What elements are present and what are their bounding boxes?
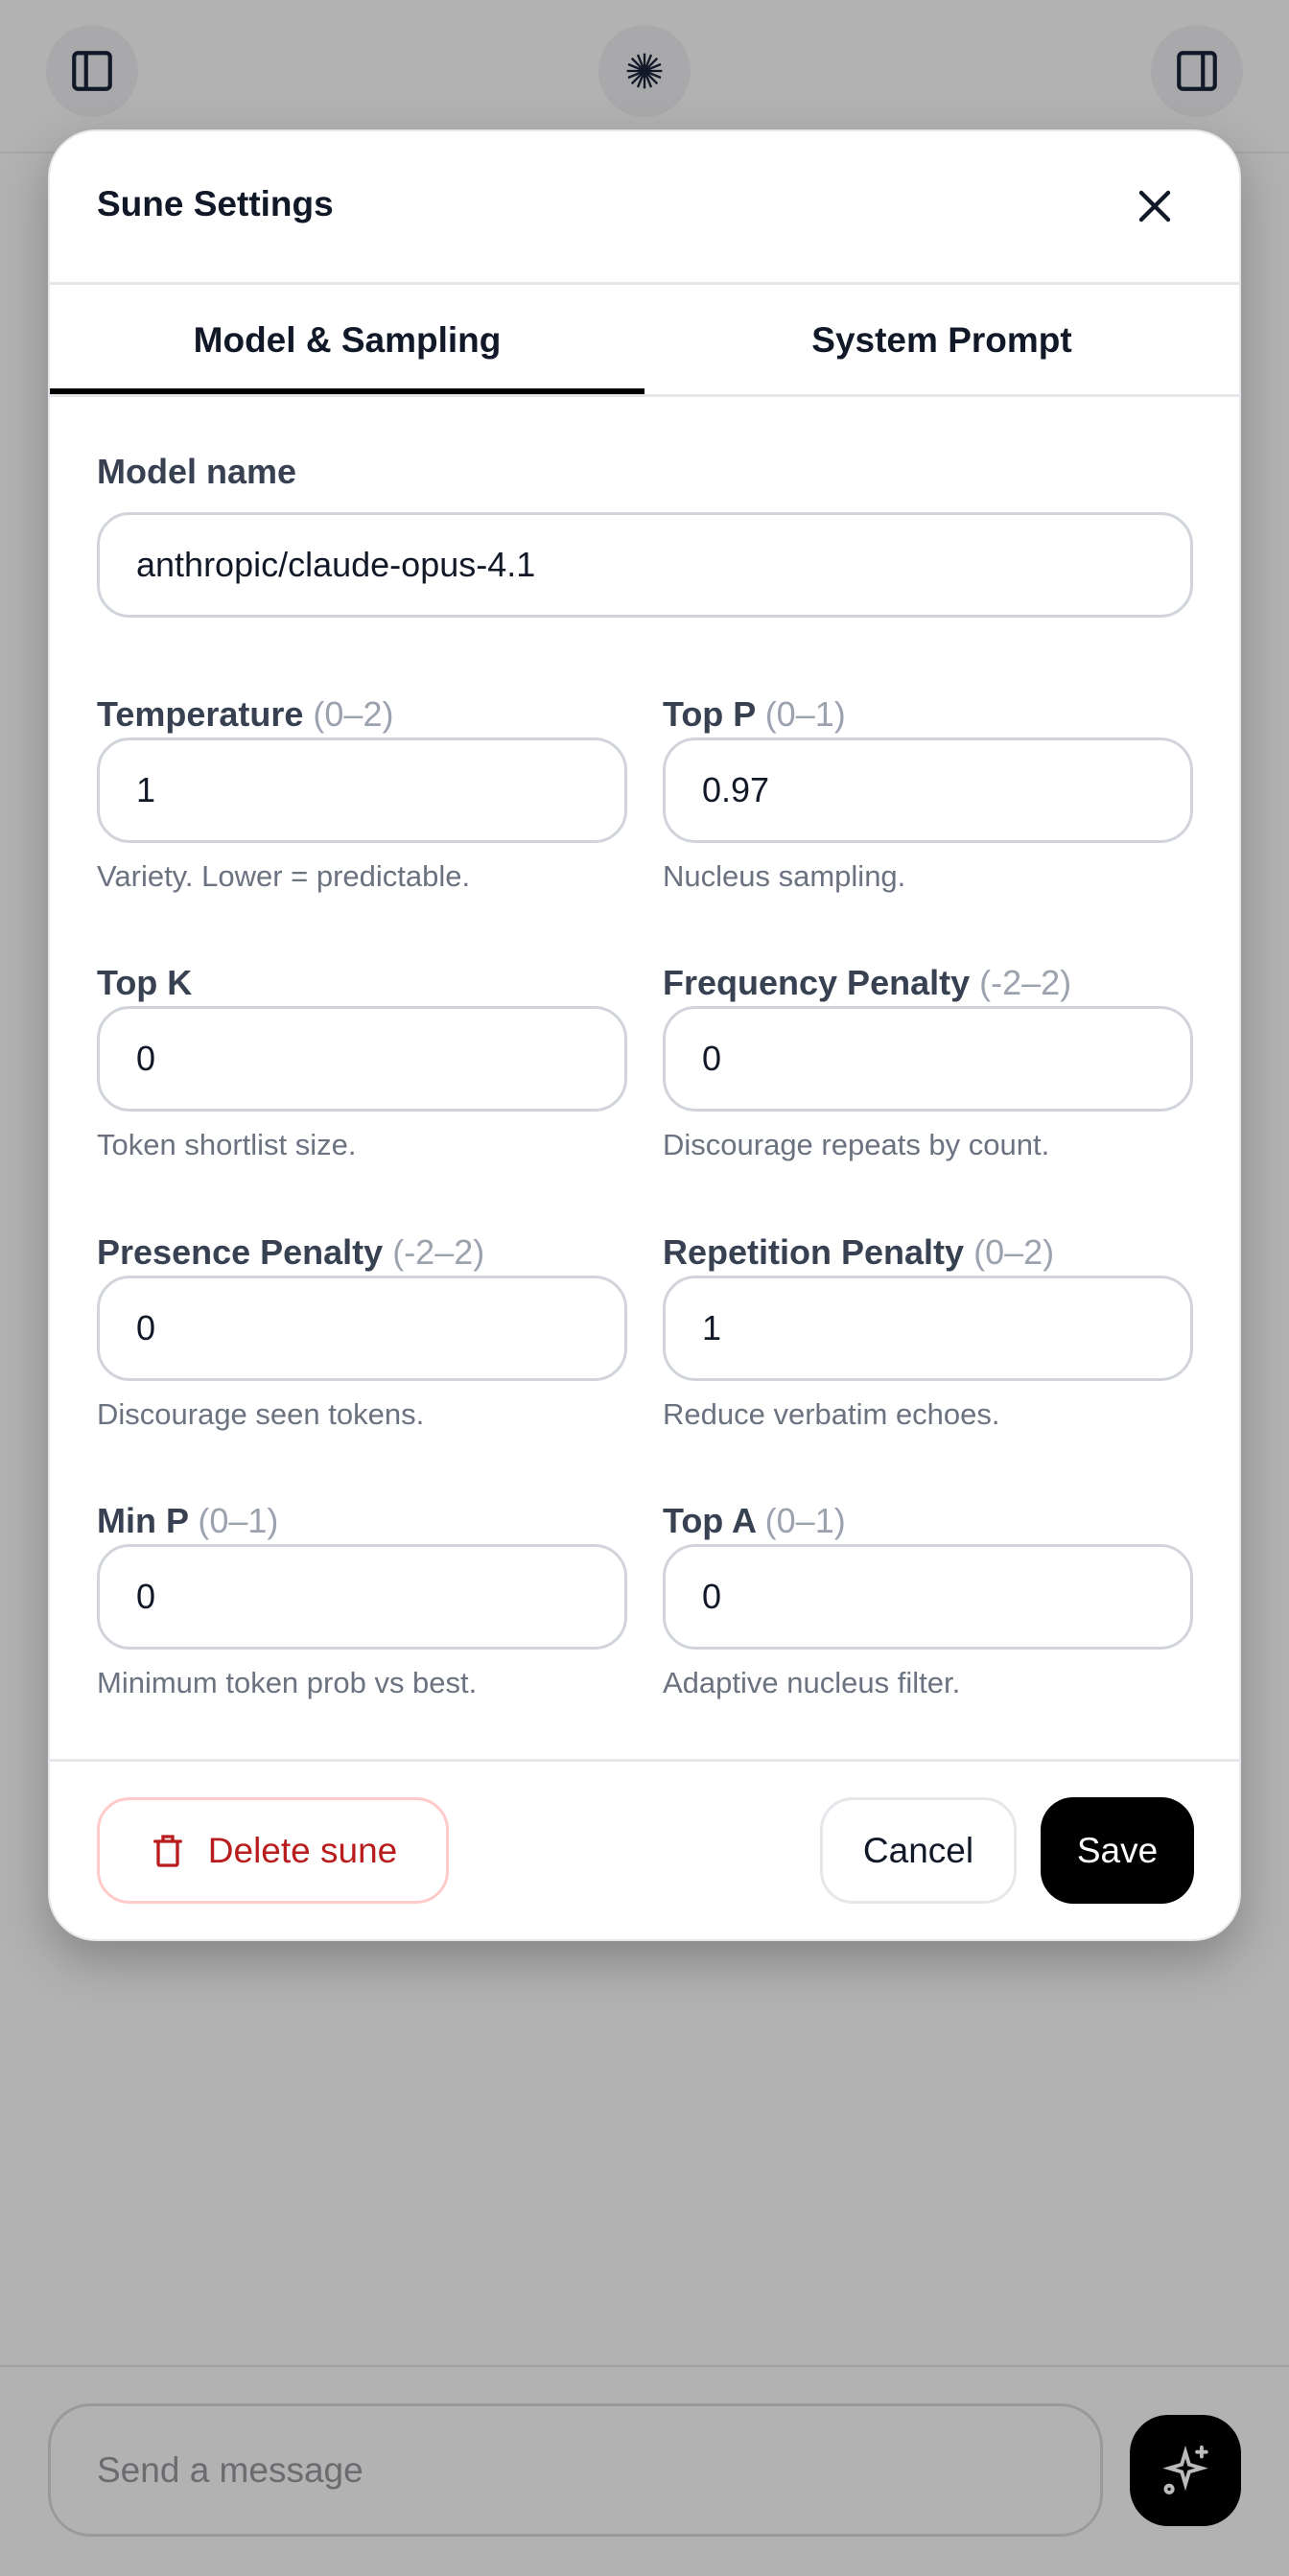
logo-button[interactable] [598,25,691,117]
min-p-label-text: Min P [97,1501,189,1540]
min-p-range: (0–1) [198,1501,279,1540]
save-button[interactable]: Save [1041,1797,1194,1904]
top-k-help: Token shortlist size. [97,1128,357,1161]
sparkle-icon [1162,2445,1208,2494]
divider [50,394,1239,397]
top-p-help: Nucleus sampling. [663,859,906,893]
frequency-penalty-input[interactable]: 0 [663,1006,1193,1112]
divider [50,282,1239,285]
top-p-label: Top P (0–1) [663,694,846,735]
temperature-input[interactable]: 1 [97,738,627,843]
min-p-input[interactable]: 0 [97,1544,627,1650]
frequency-penalty-label: Frequency Penalty (-2–2) [663,963,1071,1003]
presence-penalty-range: (-2–2) [392,1232,485,1272]
frequency-penalty-label-text: Frequency Penalty [663,963,971,1002]
burst-logo-icon [626,53,663,89]
active-tab-indicator [50,388,644,394]
temperature-label-text: Temperature [97,694,304,734]
delete-sune-button[interactable]: Delete sune [97,1797,449,1904]
top-p-input[interactable]: 0.97 [663,738,1193,843]
sidebar-left-icon [72,51,112,91]
top-a-input[interactable]: 0 [663,1544,1193,1650]
temperature-label: Temperature (0–2) [97,694,393,735]
tab-system-prompt[interactable]: System Prompt [811,320,1072,360]
repetition-penalty-range: (0–2) [973,1232,1055,1272]
presence-penalty-input[interactable]: 0 [97,1276,627,1381]
min-p-help: Minimum token prob vs best. [97,1666,478,1699]
cancel-button[interactable]: Cancel [820,1797,1017,1904]
delete-label: Delete sune [207,1830,398,1870]
settings-modal: Sune Settings Model & Sampling System Pr… [48,129,1241,1941]
trash-icon [152,1834,182,1867]
temperature-range: (0–2) [313,694,394,734]
model-name-label: Model name [97,452,297,491]
presence-penalty-label: Presence Penalty (-2–2) [97,1232,484,1273]
toggle-right-sidebar-button[interactable] [1151,25,1243,117]
top-a-help: Adaptive nucleus filter. [663,1666,961,1699]
repetition-penalty-help: Reduce verbatim echoes. [663,1397,1000,1431]
top-a-range: (0–1) [764,1501,846,1540]
toggle-left-sidebar-button[interactable] [46,25,138,117]
footer-divider [50,1759,1239,1762]
tab-model-sampling[interactable]: Model & Sampling [193,320,502,360]
top-a-label-text: Top A [663,1501,756,1540]
top-k-input[interactable]: 0 [97,1006,627,1112]
top-a-label: Top A (0–1) [663,1501,846,1541]
temperature-help: Variety. Lower = predictable. [97,859,471,893]
top-p-label-text: Top P [663,694,756,734]
repetition-penalty-label: Repetition Penalty (0–2) [663,1232,1054,1273]
repetition-penalty-label-text: Repetition Penalty [663,1232,965,1272]
frequency-penalty-range: (-2–2) [979,963,1072,1002]
close-button[interactable] [1132,183,1178,229]
presence-penalty-help: Discourage seen tokens. [97,1397,425,1431]
sparkle-button[interactable] [1130,2415,1241,2526]
frequency-penalty-help: Discourage repeats by count. [663,1128,1050,1161]
top-k-label-text: Top K [97,963,193,1002]
presence-penalty-label-text: Presence Penalty [97,1232,384,1272]
model-name-input[interactable]: anthropic/claude-opus-4.1 [97,512,1193,618]
sidebar-right-icon [1177,51,1217,91]
close-icon [1138,190,1171,222]
min-p-label: Min P (0–1) [97,1501,278,1541]
composer-divider [0,2365,1289,2367]
modal-title: Sune Settings [97,184,334,223]
top-p-range: (0–1) [764,694,846,734]
top-k-label: Top K [97,963,192,1003]
repetition-penalty-input[interactable]: 1 [663,1276,1193,1381]
message-input[interactable]: Send a message [48,2403,1103,2537]
